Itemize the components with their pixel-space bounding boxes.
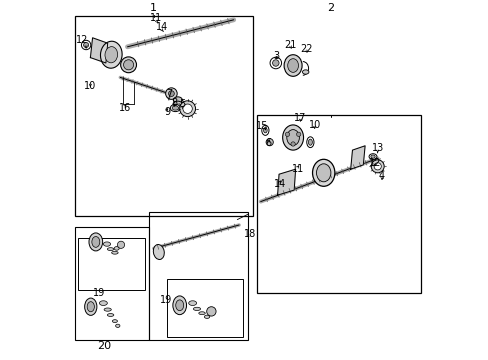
Text: 19: 19 <box>92 288 104 298</box>
Polygon shape <box>90 38 107 63</box>
Text: 11: 11 <box>291 164 303 174</box>
Bar <box>257 115 420 293</box>
Text: 6: 6 <box>265 138 271 148</box>
Ellipse shape <box>103 242 110 246</box>
Ellipse shape <box>173 97 182 103</box>
Ellipse shape <box>368 154 376 159</box>
Text: 16: 16 <box>119 103 131 113</box>
Bar <box>75 227 149 340</box>
Circle shape <box>265 139 273 146</box>
Circle shape <box>206 307 216 316</box>
Ellipse shape <box>306 137 313 148</box>
Text: 12: 12 <box>368 158 380 168</box>
Text: 10: 10 <box>308 120 320 130</box>
Circle shape <box>373 163 381 170</box>
Text: 11: 11 <box>150 13 162 23</box>
Circle shape <box>269 57 281 69</box>
Ellipse shape <box>199 312 205 315</box>
Ellipse shape <box>153 244 164 260</box>
Circle shape <box>81 40 91 50</box>
Ellipse shape <box>286 130 299 145</box>
Ellipse shape <box>261 125 268 135</box>
Circle shape <box>290 142 295 146</box>
Ellipse shape <box>112 320 117 323</box>
Circle shape <box>272 60 279 66</box>
Ellipse shape <box>188 301 196 305</box>
Text: 2: 2 <box>326 3 334 13</box>
Ellipse shape <box>172 296 186 315</box>
Ellipse shape <box>89 233 102 251</box>
Text: 5: 5 <box>179 99 185 109</box>
Text: 7: 7 <box>165 89 172 99</box>
Polygon shape <box>277 169 295 195</box>
Ellipse shape <box>284 55 302 76</box>
Ellipse shape <box>263 128 266 133</box>
Ellipse shape <box>282 125 303 150</box>
Ellipse shape <box>287 59 298 72</box>
Ellipse shape <box>308 139 312 145</box>
Ellipse shape <box>100 41 122 68</box>
Text: 3: 3 <box>273 51 279 61</box>
Circle shape <box>179 101 195 117</box>
Ellipse shape <box>370 155 374 158</box>
Ellipse shape <box>107 248 114 251</box>
Text: 13: 13 <box>371 143 383 153</box>
Ellipse shape <box>92 237 100 247</box>
Ellipse shape <box>302 70 308 74</box>
Text: 1: 1 <box>150 3 157 13</box>
Ellipse shape <box>99 301 107 305</box>
Circle shape <box>370 160 384 173</box>
Ellipse shape <box>107 314 114 316</box>
Ellipse shape <box>115 324 120 328</box>
Ellipse shape <box>173 101 182 108</box>
Ellipse shape <box>172 106 178 110</box>
Ellipse shape <box>104 308 111 311</box>
Circle shape <box>165 88 177 99</box>
Ellipse shape <box>84 298 97 315</box>
Text: 12: 12 <box>76 35 88 45</box>
Text: 19: 19 <box>160 294 172 305</box>
Bar <box>78 238 144 290</box>
Circle shape <box>168 91 174 96</box>
Text: 9: 9 <box>163 107 170 117</box>
Text: 14: 14 <box>155 22 167 32</box>
Text: 18: 18 <box>244 229 256 239</box>
Ellipse shape <box>114 247 119 250</box>
Text: 8: 8 <box>171 98 177 108</box>
Text: 10: 10 <box>84 81 96 91</box>
Bar <box>149 212 247 340</box>
Circle shape <box>121 57 136 73</box>
Text: 14: 14 <box>273 179 285 189</box>
Ellipse shape <box>312 159 334 186</box>
Text: 4: 4 <box>378 171 384 181</box>
Ellipse shape <box>193 307 200 310</box>
Text: 20: 20 <box>97 341 111 351</box>
Ellipse shape <box>316 164 330 182</box>
Ellipse shape <box>170 104 180 112</box>
Polygon shape <box>350 146 365 169</box>
Text: 17: 17 <box>293 113 306 123</box>
Ellipse shape <box>105 47 118 63</box>
Text: 22: 22 <box>300 44 312 54</box>
Circle shape <box>285 132 289 136</box>
Circle shape <box>183 104 192 113</box>
Circle shape <box>296 132 300 136</box>
Text: 21: 21 <box>284 40 296 50</box>
Ellipse shape <box>111 251 118 254</box>
Text: 15: 15 <box>255 121 267 131</box>
Circle shape <box>117 241 124 248</box>
Ellipse shape <box>87 302 94 312</box>
Bar <box>167 279 242 337</box>
Circle shape <box>123 60 133 70</box>
Ellipse shape <box>204 315 209 318</box>
Ellipse shape <box>175 300 183 311</box>
Bar <box>75 16 253 216</box>
Circle shape <box>83 42 88 48</box>
